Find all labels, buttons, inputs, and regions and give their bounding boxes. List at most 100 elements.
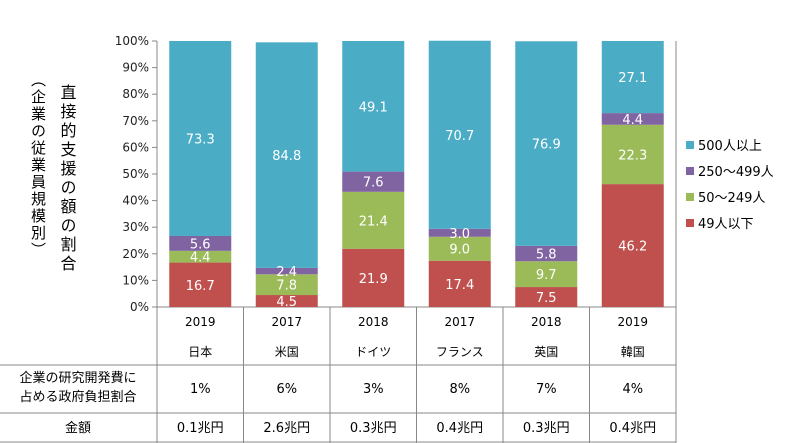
bar-segment [428,228,491,237]
data-label: 7.5 [536,291,557,306]
bar-segment [255,295,318,307]
data-label: 5.8 [536,248,557,263]
y-tick-label: 30% [122,220,149,234]
bar-segment [515,287,578,307]
data-label: 70.7 [445,129,474,144]
data-label: 9.7 [536,268,557,283]
data-label: 17.4 [445,278,474,293]
table-cell: 0.1兆円 [177,421,224,436]
data-label: 7.6 [363,176,384,191]
bar-segment [255,267,318,275]
data-label: 84.8 [272,149,301,164]
y-tick-label: 20% [122,247,149,261]
bar-segment [255,274,318,296]
bar-segment [601,41,664,114]
data-label: 46.2 [618,240,647,255]
data-label: 4.4 [190,251,211,266]
table-cell: 7% [536,382,557,397]
bar-segment [342,41,405,172]
y-tick-label: 90% [122,61,149,75]
data-label: 4.5 [276,295,297,310]
y-tick-label: 60% [122,140,149,154]
bar-segment [515,245,578,262]
y-tick-label: 80% [122,87,149,101]
legend-label: 500人以上 [698,139,762,154]
data-label: 73.3 [186,132,215,147]
legend-swatch [686,141,694,149]
bar-segment [255,42,318,268]
x-category-label: 日本 [188,345,212,359]
y-axis-subtitle: （企業の従業員規模別） [29,72,47,259]
data-label: 76.9 [532,138,561,153]
legend-label: 49人以下 [698,217,754,232]
data-label: 21.4 [359,214,388,229]
table-row-label: 企業の研究開発費に [19,370,136,386]
bar-segment [342,171,405,192]
legend-label: 50〜249人 [698,191,765,206]
y-axis-title: 直接的支援の額の割合 [58,84,77,274]
bar-segment [601,124,664,185]
y-tick-label: 70% [122,114,149,128]
legend-swatch [686,219,694,227]
table-cell: 1% [190,382,211,397]
data-label: 22.3 [618,148,647,163]
table-cell: 4% [622,382,643,397]
category-labels: 2019 日本 2017 米国 2018 ドイツ 2017 フランス 2018 英国 2019 韓国 [156,307,677,443]
x-category-label: 韓国 [621,345,645,359]
x-category-label: ドイツ [355,345,391,359]
x-category-label: フランス [436,345,484,359]
x-year-label: 2017 [444,315,475,329]
bar-segment [169,235,232,251]
bar-segment [428,260,491,307]
data-label: 21.9 [359,272,388,287]
bar-segment [169,250,232,263]
legend: 500人以上 250〜499人 50〜249人 49人以下 [686,139,774,232]
x-year-label: 2019 [185,315,216,329]
data-label: 4.4 [622,113,643,128]
y-tick-label: 0% [130,300,149,314]
table-cell: 2.6兆円 [263,421,310,436]
table-cell: 8% [449,382,470,397]
bar-segment [428,236,491,261]
data-label: 3.0 [449,227,470,242]
table-cell: 0.3兆円 [523,421,570,436]
legend-swatch [686,167,694,175]
legend-label: 250〜499人 [698,165,774,180]
bar-segment [169,262,232,307]
table-cell: 3% [363,382,384,397]
x-year-label: 2018 [358,315,389,329]
bar-segment [601,113,664,125]
y-tick-label: 10% [122,273,149,287]
table-cell: 0.3兆円 [350,421,397,436]
bar-segment [342,191,405,249]
bar-segment [428,40,491,229]
table-cell: 0.4兆円 [436,421,483,436]
bar-segment [515,41,578,246]
bars [169,40,664,307]
bar-segment [169,41,232,236]
y-tick-label: 50% [122,167,149,181]
table-cell: 0.4兆円 [609,421,656,436]
table-cell: 6% [276,382,297,397]
bar-segment [601,184,664,307]
x-year-label: 2017 [271,315,302,329]
data-label: 16.7 [186,279,215,294]
bar-segment [342,248,405,307]
x-category-label: 米国 [275,345,299,359]
data-label: 2.4 [276,265,297,280]
legend-swatch [686,193,694,201]
bar-segment [515,261,578,288]
y-tick-label: 40% [122,194,149,208]
data-label: 27.1 [618,71,647,86]
y-axis-label: 直接的支援の額の割合 （企業の従業員規模別） [29,72,77,274]
table-row-label: 占める政府負担割合 [19,389,136,405]
y-tick-label: 100% [115,34,149,48]
axes: 0% 10% 20% 30% 40% 50% 60% 70% 80% 90% 100% [115,34,676,314]
data-label: 9.0 [449,243,470,258]
x-year-label: 2018 [531,315,562,329]
data-label: 7.8 [276,279,297,294]
table-row-label: 金額 [65,420,91,436]
data-label: 5.6 [190,237,211,252]
